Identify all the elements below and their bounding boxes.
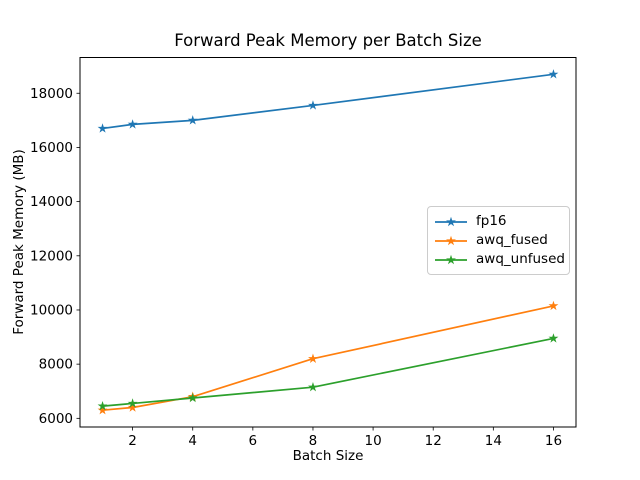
series-marker-awq_unfused bbox=[187, 392, 198, 403]
legend-label: fp16 bbox=[476, 212, 507, 229]
y-tick-label: 18000 bbox=[30, 86, 73, 102]
x-tick-label: 8 bbox=[309, 433, 318, 449]
legend-swatch-star bbox=[446, 235, 456, 245]
x-tick-label: 2 bbox=[128, 433, 137, 449]
y-tick-label: 16000 bbox=[30, 140, 73, 156]
x-tick-label: 16 bbox=[545, 433, 562, 449]
legend-swatch-star bbox=[446, 254, 456, 264]
y-tick-label: 6000 bbox=[39, 411, 73, 427]
series-marker-fp16 bbox=[308, 100, 318, 110]
series-marker-awq_fused bbox=[548, 300, 559, 311]
series-marker-awq_unfused bbox=[97, 400, 108, 411]
series-marker-awq_unfused bbox=[548, 333, 559, 343]
series-marker-awq_unfused bbox=[127, 398, 138, 408]
series-marker-fp16 bbox=[548, 69, 559, 79]
x-tick-label: 6 bbox=[249, 433, 258, 449]
y-tick-label: 12000 bbox=[30, 248, 73, 264]
y-tick-label: 8000 bbox=[39, 357, 73, 373]
legend-label: awq_fused bbox=[476, 231, 548, 248]
legend-label: awq_unfused bbox=[476, 250, 565, 267]
y-tick-label: 14000 bbox=[30, 194, 73, 210]
x-axis-label: Batch Size bbox=[292, 448, 364, 464]
axes-border bbox=[79, 57, 577, 428]
legend-swatch-star bbox=[446, 216, 456, 226]
series-marker-fp16 bbox=[187, 115, 198, 125]
legend-item-awq-fused: awq_fused bbox=[434, 231, 565, 250]
chart-title: Forward Peak Memory per Batch Size bbox=[174, 31, 482, 50]
y-tick-label: 10000 bbox=[30, 302, 73, 318]
series-line-awq_fused bbox=[102, 305, 554, 412]
series-marker-awq_unfused bbox=[308, 381, 318, 392]
x-tick-label: 10 bbox=[364, 433, 381, 449]
legend-line-star-icon bbox=[435, 216, 467, 226]
series-marker-awq_fused bbox=[97, 405, 108, 415]
series-line-fp16 bbox=[102, 73, 554, 130]
legend-line-star-icon bbox=[435, 254, 467, 264]
legend: fp16 awq_fused awq_unfused bbox=[427, 206, 570, 275]
x-tick-label: 14 bbox=[485, 433, 502, 449]
series-line-awq_unfused bbox=[102, 337, 554, 407]
legend-item-fp16: fp16 bbox=[434, 212, 565, 231]
series-marker-fp16 bbox=[127, 119, 138, 129]
legend-line-star-icon bbox=[435, 235, 467, 245]
x-tick-label: 4 bbox=[188, 433, 197, 449]
series-marker-awq_fused bbox=[127, 402, 138, 412]
series-marker-awq_fused bbox=[308, 353, 318, 363]
y-axis-label: Forward Peak Memory (MB) bbox=[11, 149, 27, 335]
series-marker-fp16 bbox=[97, 123, 108, 133]
legend-item-awq-unfused: awq_unfused bbox=[434, 250, 565, 269]
x-tick-label: 12 bbox=[425, 433, 442, 449]
